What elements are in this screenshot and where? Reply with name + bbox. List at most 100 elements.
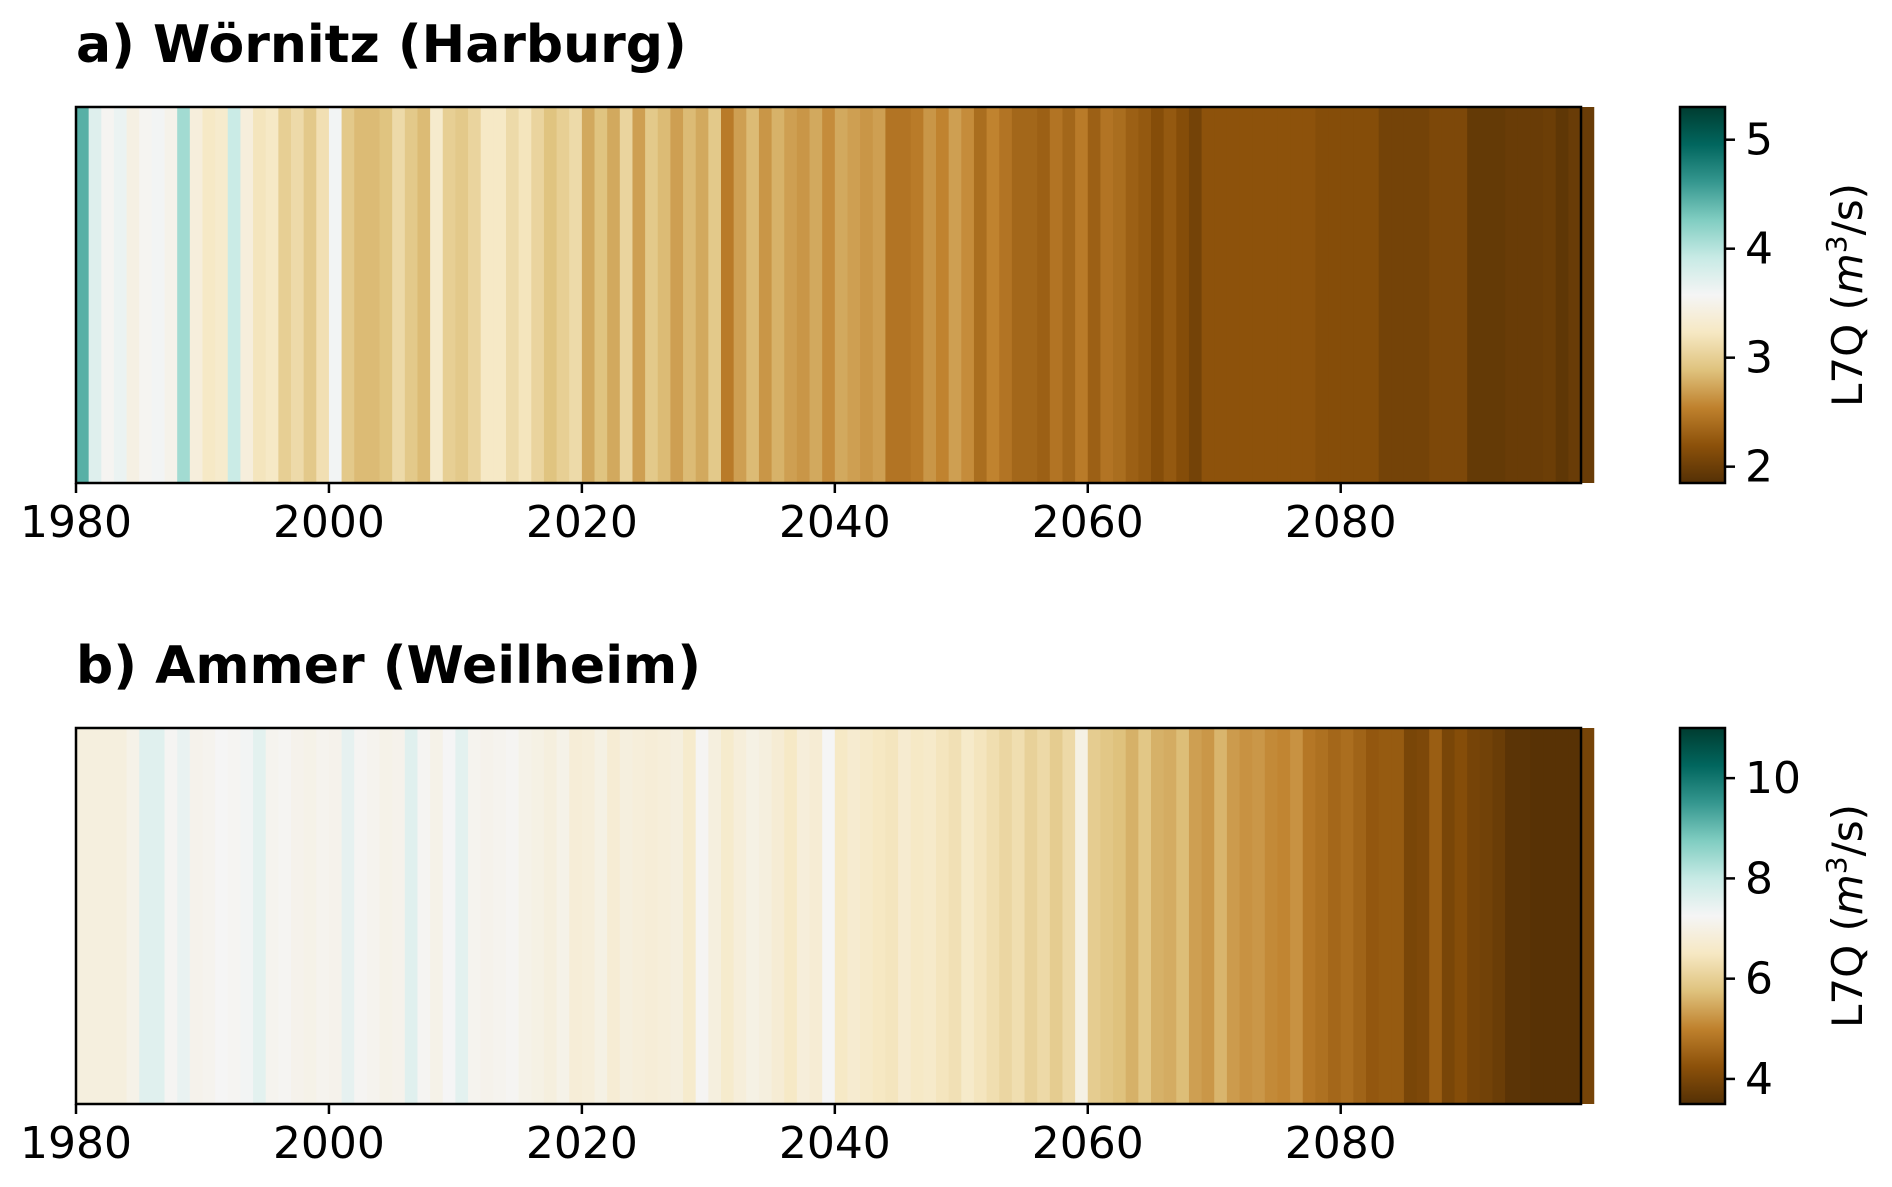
stripe-2083 (1378, 107, 1392, 483)
stripe-2060 (1087, 728, 1102, 1104)
stripe-2031 (721, 728, 735, 1104)
stripe-1983 (113, 728, 128, 1104)
x-tick-label: 2060 (1032, 497, 1144, 548)
stripe-2005 (392, 107, 406, 483)
stripe-1995 (265, 728, 279, 1104)
stripe-2095 (1530, 107, 1544, 483)
stripe-2066 (1163, 107, 1177, 483)
stripe-2051 (973, 107, 988, 483)
stripe-2053 (999, 107, 1013, 483)
stripe-2098 (1568, 728, 1582, 1104)
stripe-2034 (758, 107, 773, 483)
stripe-2068 (1188, 728, 1203, 1104)
stripe-2000 (328, 728, 343, 1104)
stripes (76, 728, 1595, 1104)
plot-frame (74, 105, 1583, 485)
colorbar-label: L7Q (m3/s) (1820, 183, 1872, 407)
colorbar (1680, 107, 1725, 483)
stripe-2049 (948, 107, 962, 483)
stripe-2017 (543, 107, 558, 483)
stripe-2000 (328, 107, 343, 483)
stripe-1981 (88, 107, 102, 483)
stripe-2076 (1290, 728, 1304, 1104)
stripe-2033 (746, 728, 760, 1104)
stripe-2022 (607, 728, 621, 1104)
stripe-1997 (291, 728, 305, 1104)
stripe-2015 (518, 728, 532, 1104)
stripe-2074 (1264, 107, 1279, 483)
stripe-2084 (1391, 107, 1405, 483)
stripe-2066 (1163, 728, 1177, 1104)
stripe-2056 (1037, 728, 1051, 1104)
stripe-1990 (202, 728, 216, 1104)
stripe-2088 (1441, 107, 1456, 483)
colorbar-tick-label: 6 (1745, 954, 1773, 1005)
stripe-2036 (784, 728, 798, 1104)
stripe-2003 (366, 107, 381, 483)
stripe-2073 (1252, 728, 1266, 1104)
stripe-2040 (834, 107, 849, 483)
stripe-2056 (1037, 107, 1051, 483)
stripe-2034 (758, 728, 773, 1104)
x-tick-label: 2080 (1285, 497, 1397, 548)
stripe-2037 (796, 107, 811, 483)
stripe-2080 (1340, 107, 1354, 483)
stripe-1993 (240, 728, 254, 1104)
stripe-2042 (860, 107, 874, 483)
stripe-2004 (379, 107, 393, 483)
stripe-2095 (1530, 728, 1544, 1104)
stripe-1985 (139, 107, 153, 483)
stripe-2055 (1024, 107, 1038, 483)
stripe-2067 (1176, 728, 1190, 1104)
stripe-1990 (202, 107, 216, 483)
stripe-2040 (834, 728, 849, 1104)
stripe-2030 (708, 107, 722, 483)
stripe-1985 (139, 728, 153, 1104)
stripe-1994 (253, 728, 267, 1104)
stripe-2002 (354, 728, 368, 1104)
stripe-2059 (1075, 107, 1089, 483)
stripe-2006 (404, 107, 419, 483)
stripe-2055 (1024, 728, 1038, 1104)
stripe-2047 (923, 107, 937, 483)
colorbar-tick-label: 8 (1745, 853, 1773, 904)
stripe-2029 (695, 728, 709, 1104)
stripe-2060 (1087, 107, 1102, 483)
stripe-2050 (961, 728, 975, 1104)
stripe-2093 (1505, 728, 1519, 1104)
stripe-2021 (594, 728, 608, 1104)
stripe-1996 (278, 728, 292, 1104)
stripe-2016 (531, 728, 545, 1104)
stripe-2036 (784, 107, 798, 483)
stripe-2008 (430, 728, 444, 1104)
colorbar-tick-label: 4 (1745, 224, 1773, 275)
stripe-2032 (733, 728, 747, 1104)
stripe-2020 (581, 728, 596, 1104)
stripe-2090 (1467, 107, 1481, 483)
stripe-1995 (265, 107, 279, 483)
stripe-2087 (1429, 728, 1443, 1104)
stripe-2012 (480, 728, 494, 1104)
stripe-2033 (746, 107, 760, 483)
stripe-2065 (1151, 728, 1165, 1104)
panel-ammer: b) Ammer (Weilheim) 1980 2000 2020 2040 2060 2… (20, 636, 1872, 1169)
stripe-2038 (809, 728, 823, 1104)
stripe-1982 (101, 728, 115, 1104)
colorbar-tick-label: 3 (1745, 333, 1773, 384)
stripe-2008 (430, 107, 444, 483)
colorbar-tick-label: 5 (1745, 115, 1773, 166)
stripe-2096 (1543, 728, 1557, 1104)
stripe-2019 (569, 107, 583, 483)
stripe-2007 (417, 728, 431, 1104)
colorbar-tick-label: 4 (1745, 1054, 1773, 1105)
stripe-2082 (1366, 107, 1380, 483)
colorbar (1680, 728, 1725, 1104)
stripe-1984 (126, 728, 140, 1104)
stripe-2079 (1328, 728, 1342, 1104)
stripe-2092 (1492, 107, 1506, 483)
stripe-2097 (1555, 107, 1569, 483)
stripe-2099 (1581, 107, 1595, 483)
colorbar-frame (1678, 726, 1727, 1106)
stripe-2043 (872, 107, 887, 483)
